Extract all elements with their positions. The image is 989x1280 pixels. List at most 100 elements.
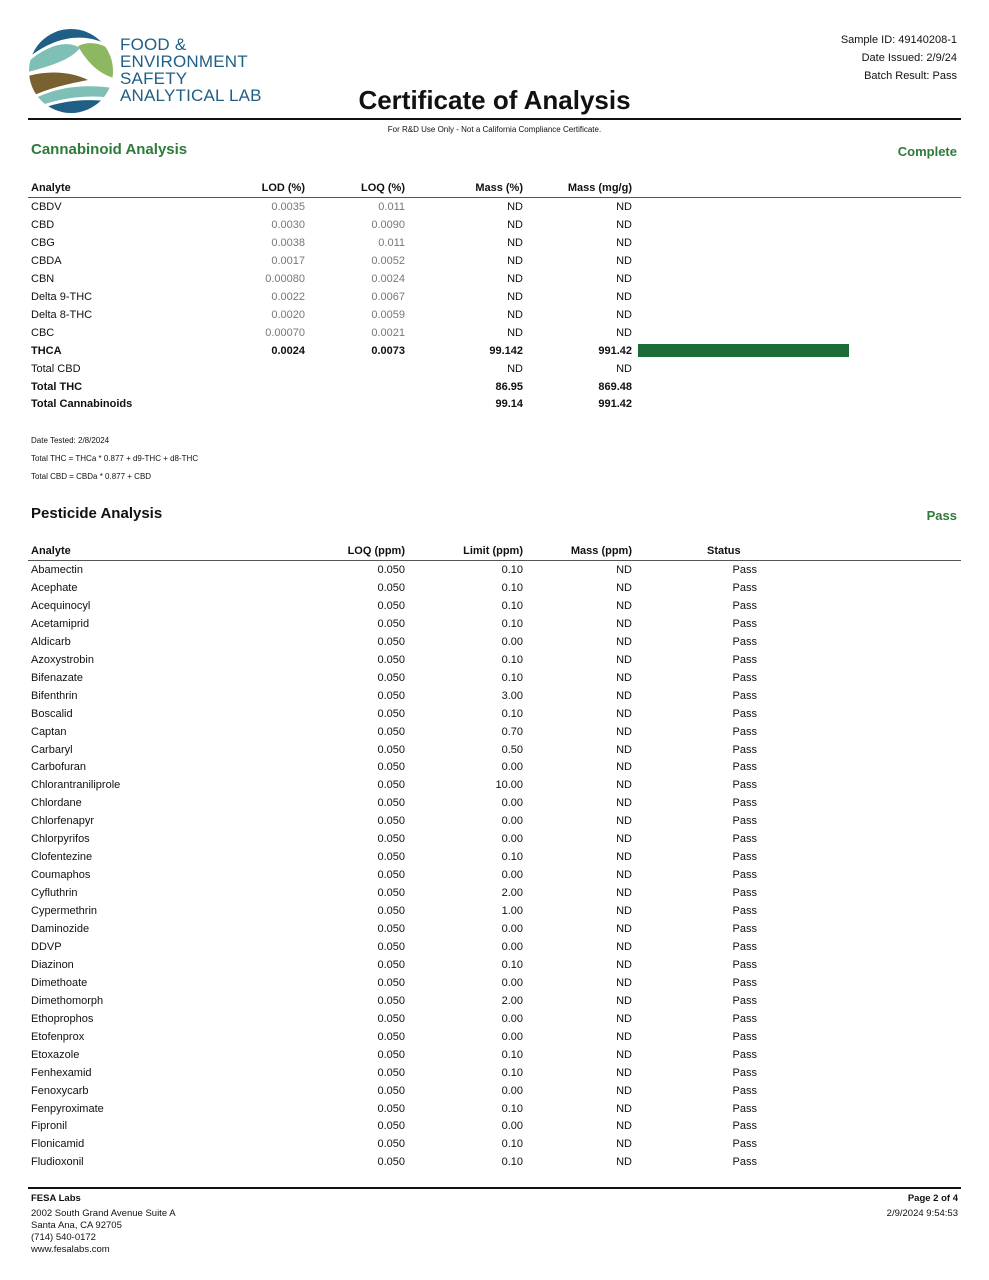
mass-cell: ND bbox=[616, 581, 632, 594]
limit-cell: 0.00 bbox=[501, 797, 523, 810]
mass-cell: ND bbox=[616, 958, 632, 971]
status-cell: Pass bbox=[732, 1030, 757, 1043]
limit-cell: 0.10 bbox=[501, 707, 523, 720]
analyte-cell: Delta 9-THC bbox=[31, 290, 93, 303]
table-row: Carbaryl 0.050 0.50 ND Pass bbox=[31, 741, 961, 759]
analyte-cell: Azoxystrobin bbox=[31, 653, 94, 666]
loq-cell: 0.011 bbox=[378, 201, 405, 213]
analyte-cell: Cyfluthrin bbox=[31, 887, 78, 900]
page-title: Certificate of Analysis bbox=[0, 85, 989, 116]
analyte-cell: Delta 8-THC bbox=[31, 308, 93, 321]
status-cell: Pass bbox=[732, 976, 757, 989]
concentration-bar bbox=[638, 343, 850, 357]
table-row: Dimethoate 0.050 0.00 ND Pass bbox=[31, 974, 961, 992]
status-cell: Pass bbox=[732, 599, 757, 612]
page-title-text: Certificate of Analysis bbox=[358, 85, 631, 115]
limit-cell: 0.10 bbox=[501, 581, 523, 594]
table-row: Dimethomorph 0.050 2.00 ND Pass bbox=[31, 992, 961, 1010]
analyte-cell: CBN bbox=[31, 272, 55, 285]
status-cell: Pass bbox=[732, 564, 757, 576]
column-header-analyte: Analyte bbox=[31, 182, 71, 194]
limit-cell: 10.00 bbox=[495, 779, 523, 792]
status-cell: Pass bbox=[732, 940, 757, 953]
analyte-cell: Total THC bbox=[31, 380, 83, 393]
mass-cell: ND bbox=[616, 635, 632, 648]
mass-cell: ND bbox=[616, 1066, 632, 1079]
status-cell: Pass bbox=[732, 689, 757, 702]
loq-cell: 0.050 bbox=[377, 1102, 405, 1115]
logo-line: ANALYTICAL LAB bbox=[120, 86, 262, 105]
lod-cell: 0.00070 bbox=[265, 326, 305, 339]
loq-cell: 0.050 bbox=[377, 635, 405, 648]
mass-pct-cell: 86.95 bbox=[495, 380, 523, 393]
table-row: Carbofuran 0.050 0.00 ND Pass bbox=[31, 758, 961, 776]
lod-cell: 0.0017 bbox=[271, 254, 305, 267]
table-row: Abamectin 0.050 0.10 ND Pass bbox=[31, 561, 961, 579]
mass-cell: ND bbox=[616, 833, 632, 846]
mass-cell: ND bbox=[616, 994, 632, 1007]
table-row: Ethoprophos 0.050 0.00 ND Pass bbox=[31, 1010, 961, 1028]
analyte-cell: CBG bbox=[31, 236, 55, 249]
mass-cell: ND bbox=[616, 707, 632, 720]
mass-mg-g-cell: ND bbox=[616, 272, 632, 285]
table-row: Delta 9-THC 0.0022 0.0067 ND ND bbox=[31, 288, 961, 306]
mass-pct-cell: ND bbox=[507, 362, 523, 375]
loq-cell: 0.0024 bbox=[371, 272, 405, 285]
loq-cell: 0.050 bbox=[377, 761, 405, 774]
mass-pct-cell: ND bbox=[507, 272, 523, 285]
analyte-cell: CBD bbox=[31, 218, 55, 231]
mass-mg-g-cell: 991.42 bbox=[598, 344, 632, 357]
limit-cell: 0.10 bbox=[501, 653, 523, 666]
pesticide-section-title: Pesticide Analysis bbox=[31, 505, 163, 522]
analyte-cell: Daminozide bbox=[31, 923, 90, 935]
status-cell: Pass bbox=[732, 617, 757, 630]
table-row: DDVP 0.050 0.00 ND Pass bbox=[31, 938, 961, 956]
table-row: Azoxystrobin 0.050 0.10 ND Pass bbox=[31, 651, 961, 669]
table-row: Chlorantraniliprole 0.050 10.00 ND Pass bbox=[31, 776, 961, 794]
table-row: Total CBD ND ND bbox=[31, 360, 961, 378]
status-cell: Pass bbox=[732, 797, 757, 810]
mass-cell: ND bbox=[616, 761, 632, 774]
status-cell: Pass bbox=[732, 1048, 757, 1061]
table-row: CBC 0.00070 0.0021 ND ND bbox=[31, 324, 961, 342]
loq-cell: 0.050 bbox=[377, 1030, 405, 1043]
loq-cell: 0.050 bbox=[377, 1120, 405, 1133]
batch-result: Batch Result: Pass bbox=[864, 70, 957, 82]
loq-cell: 0.050 bbox=[377, 707, 405, 720]
analyte-cell: Bifenazate bbox=[31, 671, 83, 684]
loq-cell: 0.050 bbox=[377, 815, 405, 828]
column-header-analyte: Analyte bbox=[31, 545, 71, 557]
limit-cell: 0.00 bbox=[501, 635, 523, 648]
status-cell: Pass bbox=[732, 833, 757, 846]
lod-cell: 0.0030 bbox=[271, 218, 305, 231]
loq-cell: 0.050 bbox=[377, 581, 405, 594]
mass-cell: ND bbox=[616, 1084, 632, 1097]
analyte-cell: CBDV bbox=[31, 201, 62, 213]
mass-pct-cell: ND bbox=[507, 290, 523, 303]
pesticide-status: Pass bbox=[926, 508, 957, 523]
mass-cell: ND bbox=[616, 1048, 632, 1061]
analyte-cell: Carbofuran bbox=[31, 761, 87, 774]
limit-cell: 0.10 bbox=[501, 671, 523, 684]
loq-cell: 0.050 bbox=[377, 1012, 405, 1025]
mass-cell: ND bbox=[616, 653, 632, 666]
mass-pct-cell: ND bbox=[507, 326, 523, 339]
status-cell: Pass bbox=[732, 1156, 757, 1169]
table-row: Fenoxycarb 0.050 0.00 ND Pass bbox=[31, 1082, 961, 1100]
mass-mg-g-cell: ND bbox=[616, 236, 632, 249]
lod-cell: 0.0020 bbox=[271, 308, 305, 321]
logo-emblem-icon bbox=[29, 29, 113, 113]
mass-cell: ND bbox=[616, 923, 632, 935]
loq-cell: 0.050 bbox=[377, 905, 405, 918]
column-header-status: Status bbox=[707, 545, 741, 557]
mass-cell: ND bbox=[616, 1138, 632, 1151]
mass-cell: ND bbox=[616, 689, 632, 702]
table-row: Clofentezine 0.050 0.10 ND Pass bbox=[31, 848, 961, 866]
mass-cell: ND bbox=[616, 1102, 632, 1115]
website-link[interactable]: www.fesalabs.com bbox=[31, 1244, 110, 1255]
loq-cell: 0.050 bbox=[377, 976, 405, 989]
mass-cell: ND bbox=[616, 887, 632, 900]
limit-cell: 0.10 bbox=[501, 1048, 523, 1061]
analyte-cell: CBDA bbox=[31, 254, 62, 267]
loq-cell: 0.050 bbox=[377, 833, 405, 846]
